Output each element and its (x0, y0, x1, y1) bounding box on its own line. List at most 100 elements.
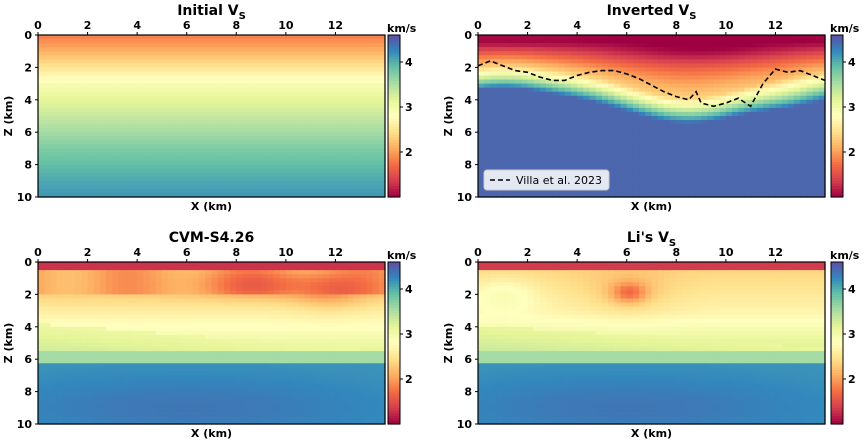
heatmap-cell (242, 188, 250, 194)
heatmap-cell (620, 132, 628, 137)
heatmap-cell (800, 67, 808, 73)
heatmap-cell (335, 71, 343, 77)
heatmap-cell (750, 71, 758, 77)
heatmap-cell (273, 83, 281, 89)
colorbar-segment (831, 143, 843, 147)
heatmap-cell (304, 99, 312, 105)
heatmap-cell (149, 172, 157, 178)
heatmap-cell (657, 47, 665, 52)
heatmap-cell (515, 124, 522, 129)
heatmap-cell (527, 75, 535, 81)
heatmap-cell (87, 152, 95, 158)
heatmap-cell (56, 124, 64, 129)
heatmap-cell (161, 99, 169, 105)
heatmap-cell (614, 116, 622, 121)
heatmap-cell (626, 176, 634, 182)
heatmap-cell (261, 83, 268, 89)
heatmap-cell (199, 128, 206, 133)
heatmap-cell (285, 111, 293, 117)
heatmap-cell (149, 164, 157, 170)
heatmap-cell (366, 188, 374, 194)
heatmap-cell (484, 79, 491, 85)
heatmap-cell (676, 116, 684, 121)
heatmap-cell (298, 168, 306, 174)
heatmap-cell (707, 99, 715, 105)
heatmap-cell (261, 39, 268, 44)
heatmap-cell (87, 164, 95, 170)
heatmap-cell (725, 103, 733, 109)
heatmap-cell (775, 63, 783, 68)
heatmap-cell (781, 168, 789, 174)
heatmap-cell (478, 71, 485, 77)
heatmap-cell (651, 63, 659, 68)
heatmap-cell (62, 156, 70, 162)
heatmap-cell (93, 51, 101, 56)
heatmap-cell (149, 136, 157, 141)
heatmap-cell (769, 116, 777, 121)
heatmap-cell (316, 132, 324, 137)
heatmap-cell (242, 180, 250, 186)
colorbar-segment (388, 59, 400, 63)
heatmap-cell (174, 47, 182, 52)
heatmap-cell (62, 71, 70, 77)
heatmap-cell (242, 103, 250, 109)
heatmap-cell (688, 91, 696, 97)
colorbar-segment (388, 86, 400, 90)
heatmap-cell (273, 168, 281, 174)
heatmap-cell (701, 39, 708, 44)
heatmap-cell (608, 160, 615, 166)
heatmap-cell (589, 188, 597, 194)
heatmap-cell (323, 184, 330, 190)
heatmap-cell (230, 47, 237, 52)
heatmap-cell (186, 144, 194, 149)
heatmap-cell (112, 99, 120, 105)
heatmap-cell (81, 156, 89, 162)
heatmap-cell (174, 172, 182, 178)
heatmap-cell (38, 298, 45, 304)
heatmap-cell (205, 192, 213, 198)
heatmap-cell (694, 63, 702, 68)
heatmap-cell (292, 160, 299, 166)
heatmap-cell (614, 156, 622, 162)
heatmap-cell (50, 55, 58, 60)
heatmap-cell (118, 67, 126, 73)
heatmap-cell (478, 107, 485, 113)
heatmap-cell (81, 63, 89, 68)
heatmap-cell (570, 87, 578, 93)
heatmap-cell (564, 116, 572, 121)
heatmap-cell (99, 95, 107, 101)
heatmap-cell (248, 180, 256, 186)
heatmap-cell (564, 152, 572, 158)
heatmap-cell (205, 63, 213, 68)
heatmap-cell (620, 103, 628, 109)
heatmap-cell (304, 63, 312, 68)
heatmap-cell (546, 39, 553, 44)
heatmap-cell (632, 71, 640, 77)
heatmap-cell (806, 67, 814, 73)
heatmap-cell (614, 168, 622, 174)
heatmap-cell (168, 156, 175, 162)
heatmap-cell (713, 168, 721, 174)
heatmap-cell (601, 103, 609, 109)
heatmap-cell (279, 128, 287, 133)
heatmap-cell (694, 116, 702, 121)
heatmap-cell (682, 164, 690, 170)
heatmap-cell (168, 152, 175, 158)
heatmap-cell (44, 359, 51, 364)
heatmap-cell (124, 156, 132, 162)
heatmap-cell (484, 39, 491, 44)
heatmap-cell (769, 188, 777, 194)
heatmap-cell (56, 399, 64, 405)
heatmap-cell (81, 103, 89, 109)
heatmap-cell (515, 148, 522, 154)
heatmap-cell (143, 160, 151, 166)
heatmap-cell (707, 116, 715, 121)
heatmap-cell (763, 132, 770, 137)
heatmap-cell (508, 99, 516, 105)
heatmap-cell (298, 87, 306, 93)
heatmap-cell (552, 152, 560, 158)
y-tick-label: 2 (464, 61, 472, 74)
heatmap-cell (223, 184, 231, 190)
heatmap-cell (608, 71, 615, 77)
heatmap-cell (713, 148, 721, 154)
